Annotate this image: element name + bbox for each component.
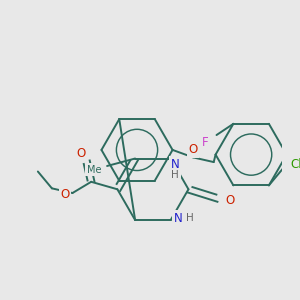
Text: Cl: Cl (290, 158, 300, 171)
Text: O: O (60, 188, 70, 201)
Text: H: H (185, 213, 193, 223)
Text: O: O (76, 147, 86, 160)
Text: N: N (171, 158, 180, 171)
Text: O: O (225, 194, 234, 207)
Text: H: H (172, 170, 179, 180)
Text: Me: Me (87, 165, 101, 175)
Text: F: F (202, 136, 208, 149)
Text: O: O (188, 143, 198, 156)
Text: N: N (174, 212, 182, 225)
